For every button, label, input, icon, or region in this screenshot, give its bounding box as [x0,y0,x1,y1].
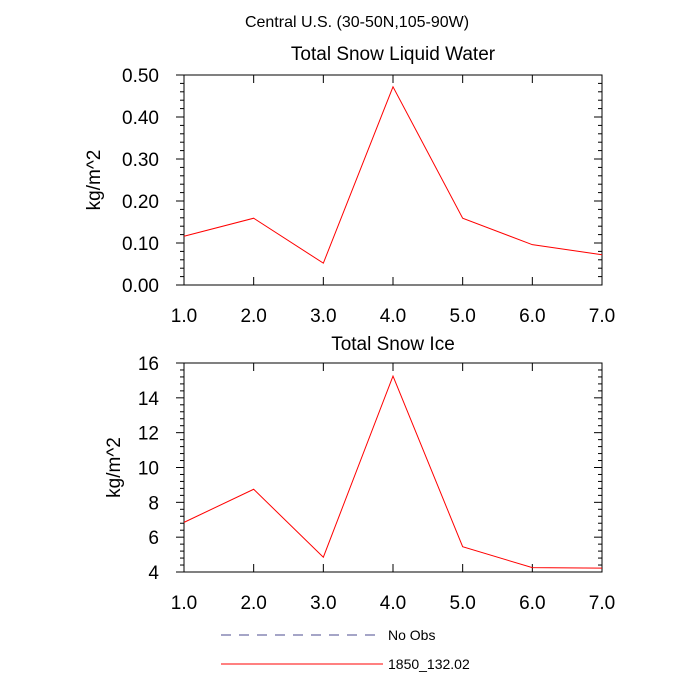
y-tick-label: 0.50 [122,66,159,87]
y-tick-label: 0.30 [122,150,159,171]
legend-entry: No Obs [221,627,435,643]
legend-label: 1850_132.02 [388,656,470,672]
y-tick-label: 16 [138,354,159,375]
x-tick-label: 3.0 [310,593,336,614]
x-tick-label: 6.0 [519,306,545,327]
y-tick-label: 4 [148,563,159,584]
x-tick-label: 7.0 [589,593,615,614]
plot-frame [183,74,603,286]
y-tick-label: 12 [138,424,159,445]
legend: No Obs 1850_132.02 [221,627,470,672]
panel-title: Total Snow Ice [331,334,455,355]
panel-title: Total Snow Liquid Water [291,44,496,65]
x-tick-label: 4.0 [380,306,406,327]
y-axis-label: kg/m^2 [104,437,125,498]
y-tick-label: 0.10 [122,234,159,255]
x-tick-label: 1.0 [171,593,197,614]
x-tick-label: 2.0 [240,306,266,327]
x-tick-label: 6.0 [519,593,545,614]
legend-entry: 1850_132.02 [221,656,470,672]
x-tick-label: 5.0 [449,306,475,327]
series-line [183,374,603,569]
figure-title: Central U.S. (30-50N,105-90W) [245,14,469,31]
y-tick-label: 0.20 [122,192,159,213]
plot-frame [183,362,603,573]
x-tick-label: 3.0 [310,306,336,327]
legend-label: No Obs [388,627,435,643]
x-tick-label: 5.0 [449,593,475,614]
panel-2: Total Snow Ice kg/m^2 1.0 2.0 3.0 4.0 5.0 6.0 7.… [104,334,615,614]
y-tick-label: 0.40 [122,108,159,129]
y-tick-label: 6 [148,528,159,549]
y-tick-label: 10 [138,459,159,480]
panel-1: Total Snow Liquid Water kg/m^2 1.0 2.0 3.0 4.… [84,44,615,327]
panels: Total Snow Liquid Water kg/m^2 1.0 2.0 3.0 4.… [84,44,615,614]
x-tick-label: 1.0 [171,306,197,327]
y-tick-label: 8 [148,493,159,514]
y-tick-label: 0.00 [122,276,159,297]
series-line [183,85,603,264]
x-tick-label: 7.0 [589,306,615,327]
y-axis-label: kg/m^2 [84,150,105,211]
y-tick-label: 14 [138,389,160,410]
x-tick-label: 2.0 [240,593,266,614]
x-tick-label: 4.0 [380,593,406,614]
